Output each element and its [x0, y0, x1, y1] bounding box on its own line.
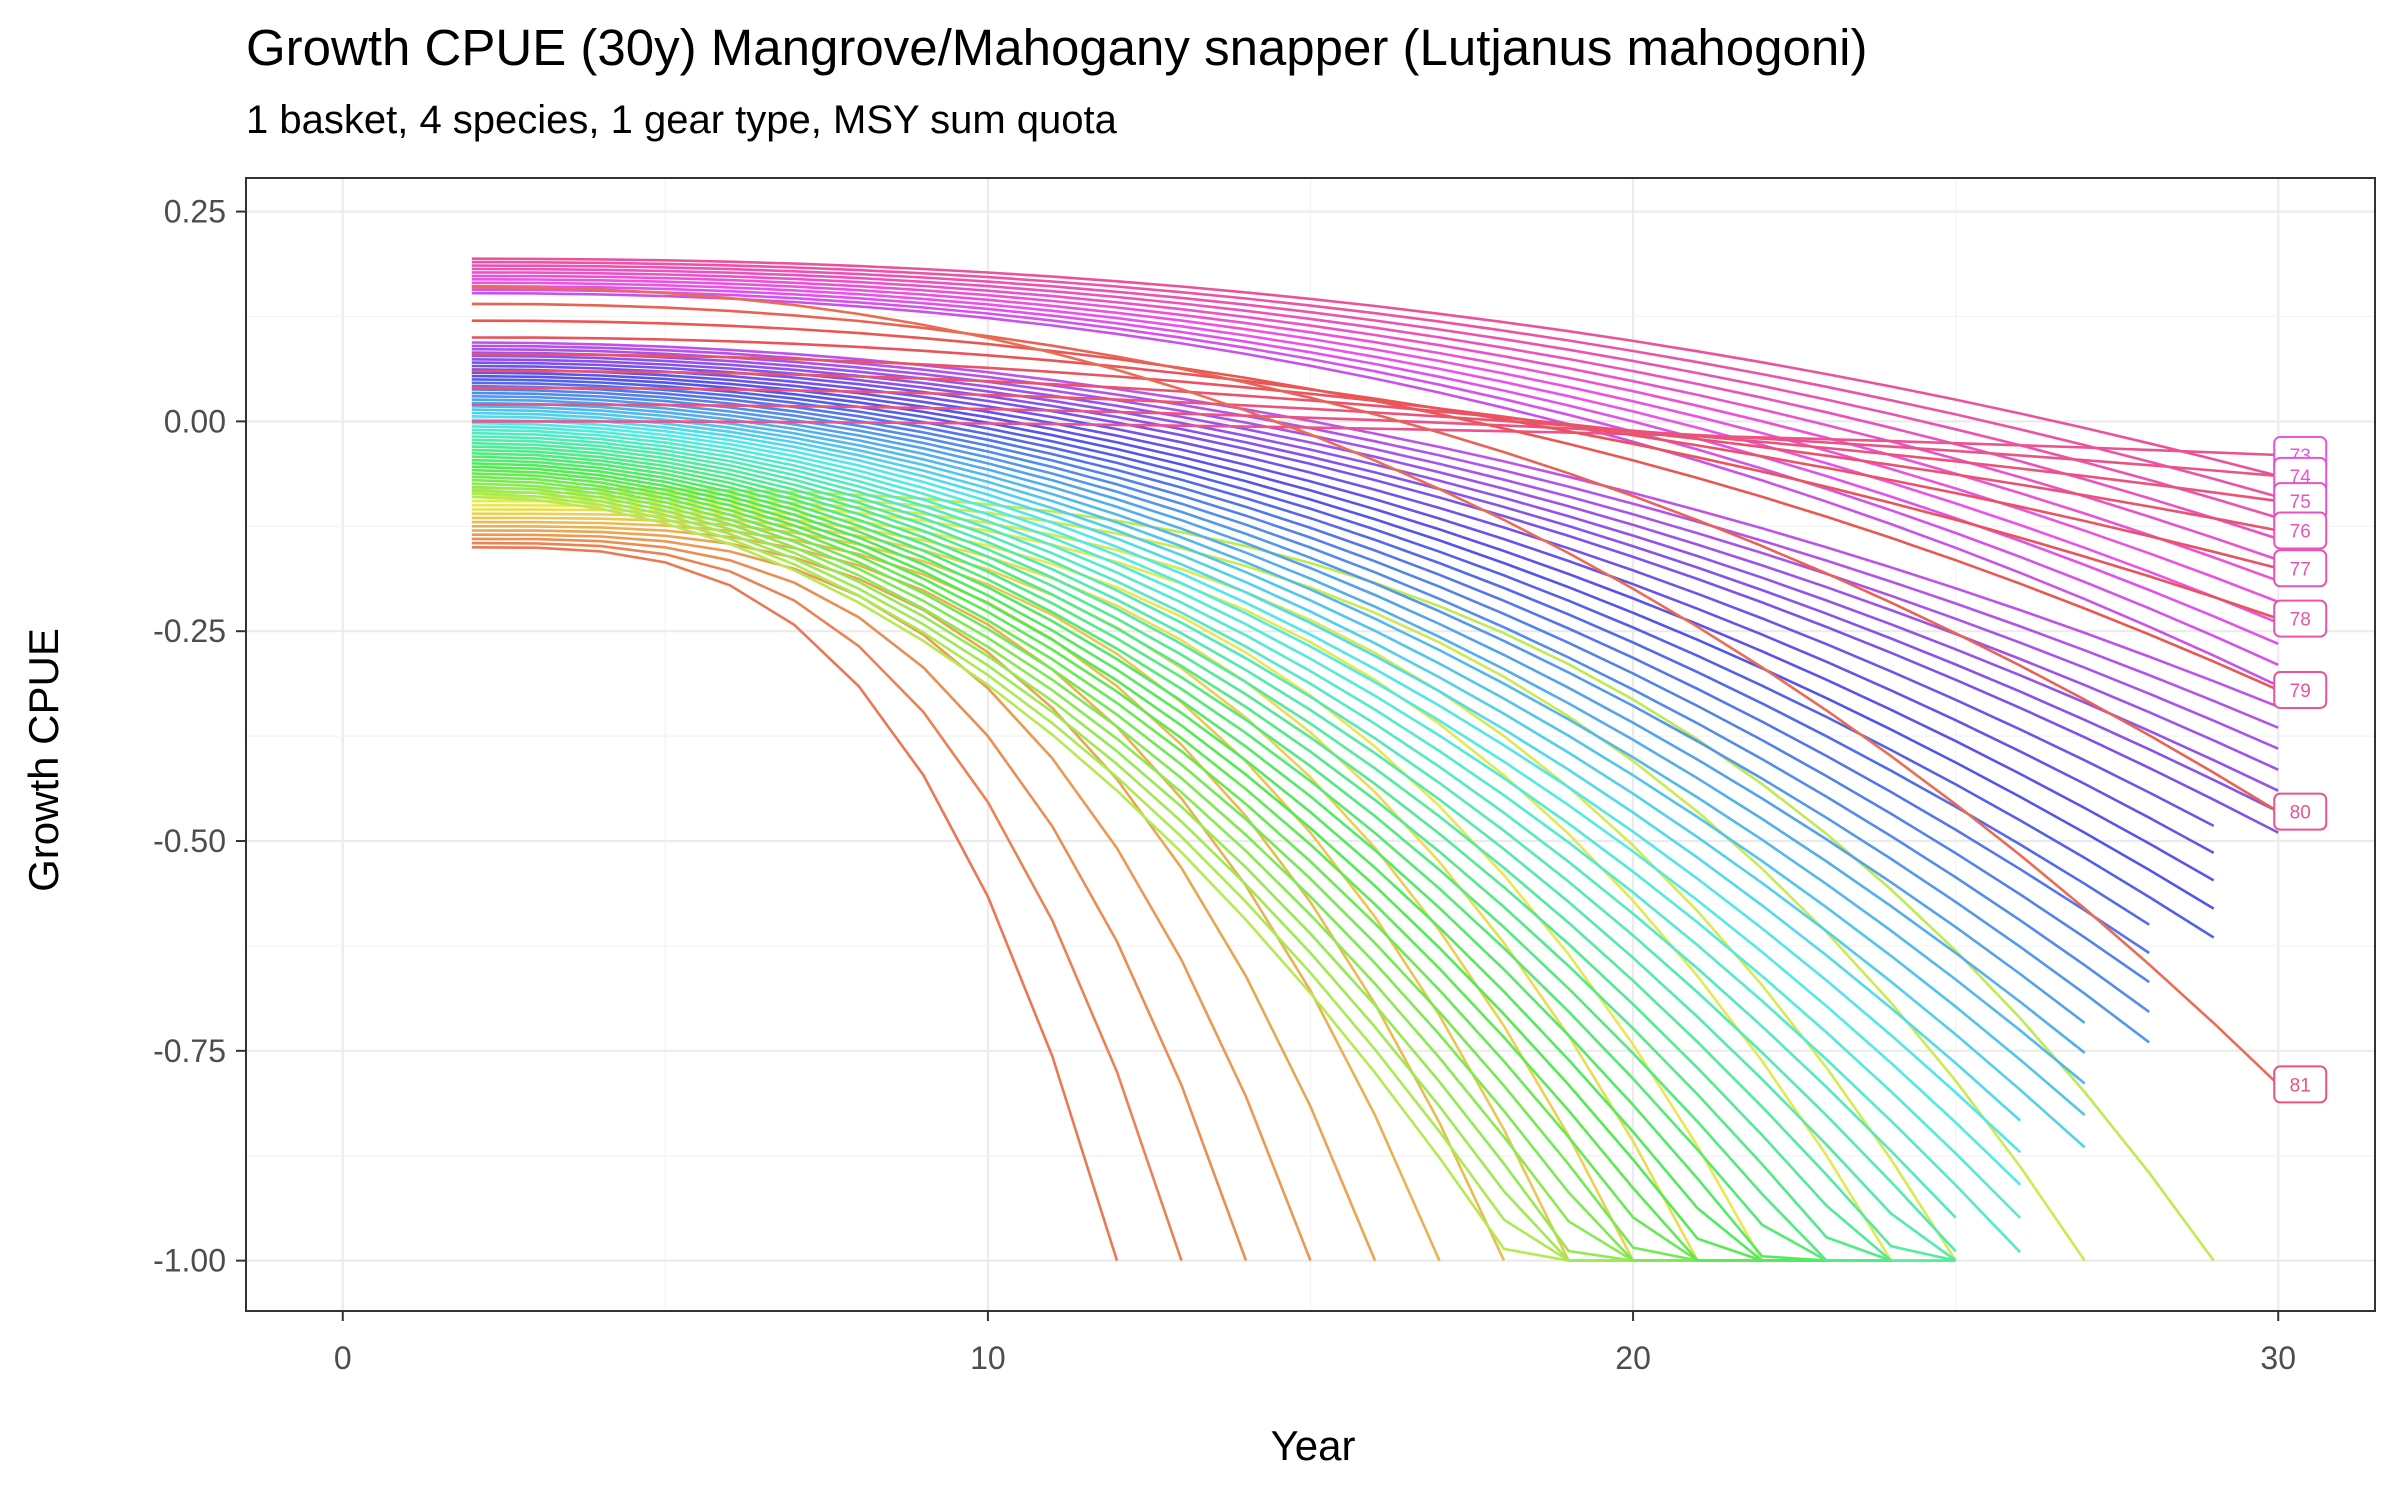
end-label: 79 — [2290, 681, 2311, 702]
series-line — [471, 394, 2150, 1044]
series-line — [471, 452, 1892, 1262]
end-label-box — [2273, 599, 2328, 638]
series-line — [471, 475, 1827, 1262]
series-line — [471, 398, 2086, 1024]
y-tick-label: -0.25 — [153, 613, 226, 649]
x-tick-label: 10 — [970, 1340, 1006, 1376]
series-line — [471, 462, 1892, 1262]
series-line — [471, 405, 2086, 1085]
end-label: 80 — [2290, 803, 2311, 824]
series-line — [471, 384, 2150, 955]
series-line — [471, 403, 2279, 478]
series-line — [471, 319, 2279, 692]
series-line — [471, 445, 1956, 1262]
series-line — [471, 364, 2215, 828]
x-axis-label: Year — [1270, 1422, 1356, 1469]
series-line — [471, 485, 1763, 1262]
series-line — [471, 347, 2279, 750]
axes: 0 10 20 30 0.25 0.00 -0.25 -0.50 -0.75 -1.00 — [153, 194, 2296, 1376]
series-line — [471, 354, 2279, 792]
y-tick-label: -1.00 — [153, 1243, 226, 1279]
series-line — [471, 260, 2279, 499]
series-line — [471, 302, 2279, 813]
series-line — [471, 278, 2279, 604]
series-line — [471, 438, 1957, 1262]
series-line — [471, 465, 1827, 1262]
series-line — [471, 267, 2279, 541]
series-line — [471, 285, 2280, 1086]
series-line — [471, 288, 2279, 666]
plot-border — [245, 177, 2376, 1312]
series-line — [471, 386, 2279, 503]
series-line — [471, 344, 2279, 729]
series-line — [471, 336, 2279, 620]
series-line — [471, 431, 1957, 1219]
series-line — [471, 425, 2022, 1219]
series-line — [471, 546, 1119, 1261]
series-lines — [471, 257, 2280, 1262]
series-line — [471, 351, 2279, 771]
series-line — [471, 537, 1248, 1262]
series-line — [471, 415, 2022, 1122]
series-line — [471, 448, 1892, 1262]
end-label-box — [2273, 792, 2328, 831]
series-line — [471, 291, 2279, 687]
series-line — [471, 411, 2086, 1149]
series-line — [471, 368, 2215, 855]
series-line — [471, 369, 2279, 532]
series-line — [471, 541, 1183, 1262]
series-line — [471, 420, 2279, 457]
series-line — [471, 408, 2086, 1116]
series-line — [471, 482, 1763, 1262]
y-tick-label: -0.50 — [153, 823, 226, 859]
end-label: 77 — [2290, 559, 2311, 580]
series-line — [471, 488, 1763, 1262]
x-tick-label: 30 — [2260, 1340, 2296, 1376]
series-line — [471, 495, 1763, 1262]
chart-subtitle: 1 basket, 4 species, 1 gear type, MSY su… — [246, 98, 1117, 142]
series-line — [471, 381, 2150, 926]
series-line — [471, 441, 1956, 1262]
x-tick-label: 0 — [334, 1340, 352, 1376]
series-line — [471, 264, 2279, 520]
series-line — [471, 478, 1827, 1262]
series-line — [471, 378, 2215, 939]
x-tick-label: 20 — [1615, 1340, 1651, 1376]
end-label: 75 — [2290, 492, 2311, 513]
end-label: 76 — [2290, 521, 2311, 542]
series-line — [471, 455, 1892, 1262]
series-line — [471, 281, 2279, 625]
series-line — [471, 492, 1763, 1262]
y-tick-label: 0.00 — [164, 403, 226, 439]
y-tick-label: 0.25 — [164, 194, 226, 230]
series-line — [471, 358, 2279, 813]
series-line — [471, 428, 2022, 1254]
end-label: 78 — [2290, 610, 2311, 631]
series-line — [471, 257, 2279, 478]
series-line — [471, 418, 2022, 1154]
chart-title: Growth CPUE (30y) Mangrove/Mahogany snap… — [246, 19, 1868, 76]
series-line — [471, 371, 2215, 882]
end-label-box — [2273, 1065, 2328, 1104]
series-line — [471, 435, 1957, 1253]
series-line — [471, 274, 2279, 583]
end-label-box — [2273, 511, 2328, 550]
series-line — [471, 341, 2279, 708]
series-line — [471, 391, 2150, 1013]
end-label: 81 — [2290, 1075, 2311, 1096]
y-tick-label: -0.75 — [153, 1033, 226, 1069]
series-line — [471, 361, 2279, 834]
end-label-box — [2273, 670, 2328, 709]
series-line — [471, 458, 1892, 1262]
series-line — [471, 421, 2022, 1186]
end-label-box — [2273, 549, 2328, 588]
series-line — [471, 468, 1827, 1262]
series-line — [471, 472, 1827, 1262]
